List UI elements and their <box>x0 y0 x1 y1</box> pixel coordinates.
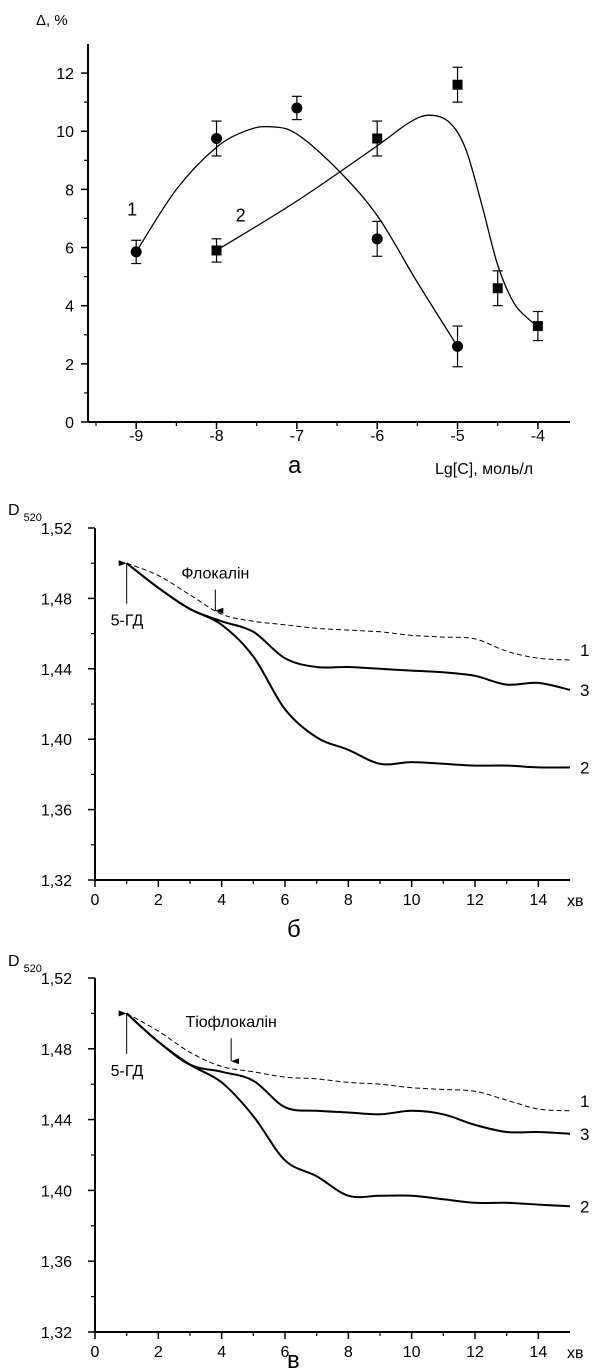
panel-c-annotation-label: Тіофлокалін <box>185 1014 276 1031</box>
panel-a-x-tick-label: -7 <box>290 428 304 445</box>
panel-b-y-axis-title: D 520 <box>8 502 42 524</box>
panel-a-y-tick-label: 6 <box>65 241 74 258</box>
series-1-point <box>452 340 464 352</box>
panel-a-x-tick-label: -5 <box>450 428 464 445</box>
panel-b-caption: б <box>287 916 301 943</box>
panel-b-y-tick-label: 1,52 <box>41 521 72 538</box>
panel-a-y-tick-label: 4 <box>65 299 74 316</box>
series-2-point <box>452 79 463 90</box>
panel-b-series-2-line <box>126 562 571 769</box>
panel-b-x-tick-label: 10 <box>403 892 421 909</box>
panel-c-axes: 1,32 1,36 1,40 1,44 1,48 1,52 0 2 4 6 8 10 12 14 <box>41 971 570 1361</box>
panel-a-x-tick-label: -6 <box>370 428 384 445</box>
panel-b-x-tick-label: 0 <box>91 892 100 909</box>
panel-b-annotations: Флокалін 5-ГД <box>111 560 249 630</box>
panel-b-axes: 1,32 1,36 1,40 1,44 1,48 1,52 0 2 4 6 8 10 12 14 <box>41 521 570 909</box>
panel-a-x-axis-title: Lg[C], моль/л <box>435 461 533 478</box>
panel-b-x-tick-label: 8 <box>344 892 353 909</box>
panel-c-y-tick-label: 1,48 <box>41 1042 72 1059</box>
series-2-point <box>492 283 503 294</box>
panel-a-x-tick-label: -4 <box>531 428 545 445</box>
panel-c-y-tick-label: 1,52 <box>41 971 72 988</box>
series-2-fit-line <box>216 114 539 327</box>
series-label-2: 2 <box>236 205 246 225</box>
panel-a-fit-curves <box>135 114 539 347</box>
panel-b-annotation-label: 5-ГД <box>111 613 144 630</box>
panel-c-y-axis-title: D 520 <box>8 953 42 975</box>
panel-a-y-tick-label: 2 <box>65 357 74 374</box>
panel-a-x-tick-label: -9 <box>129 428 143 445</box>
series-2-point <box>532 321 543 332</box>
panel-c-series-label-1: 1 <box>580 1092 589 1111</box>
panel-a-y-tick-label: 10 <box>56 124 74 141</box>
panel-b-chart: D 520 1,321,361,401,441,481,520 2 4 6 8 10 12 14… <box>8 502 589 943</box>
panel-a-caption: а <box>288 452 302 479</box>
panel-c-y-tick-label: 1,44 <box>41 1113 72 1130</box>
panel-c-x-axis-title: хв <box>567 1345 584 1362</box>
panel-c-x-tick-label: 12 <box>466 1344 484 1361</box>
panel-c-x-tick-label: 4 <box>217 1344 226 1361</box>
panel-c-x-tick-label: 0 <box>91 1344 100 1361</box>
panel-a-y-axis-title: Δ, % <box>36 12 68 29</box>
panel-c-annotation-label: 5-ГД <box>111 1063 144 1080</box>
panel-b-y-tick-label: 1,44 <box>41 662 72 679</box>
panel-b-x-tick-label: 6 <box>281 892 290 909</box>
panel-c-y-tick-label: 1,36 <box>41 1254 72 1271</box>
panel-b-y-tick-label: 1,36 <box>41 803 72 820</box>
panel-b-x-axis-title: хв <box>567 893 584 910</box>
panel-c-series-label-3: 3 <box>580 1125 589 1144</box>
panel-b-series-1-line <box>126 562 571 661</box>
series-2-point <box>372 133 383 144</box>
panel-c-annotations: Тіофлокалін 5-ГД <box>111 1010 277 1080</box>
panel-a-y-tick-label: 8 <box>65 182 74 199</box>
panel-c-x-tick-label: 10 <box>403 1344 421 1361</box>
series-1-point <box>211 133 223 144</box>
panel-c-x-tick-label: 14 <box>529 1344 547 1361</box>
panel-b-series-label-2: 2 <box>580 758 589 777</box>
panel-c-caption: в <box>287 1347 300 1371</box>
series-1-fit-line <box>135 125 459 347</box>
panel-b-x-tick-label: 14 <box>529 892 547 909</box>
series-2-point <box>211 245 222 256</box>
panel-c-x-tick-label: 2 <box>154 1344 163 1361</box>
panel-c-x-tick-label: 6 <box>281 1344 290 1361</box>
panel-c-series-1-line <box>126 1012 571 1112</box>
panel-a-y-tick-label: 0 <box>65 415 74 432</box>
panel-b-x-tick-label: 12 <box>466 892 484 909</box>
panel-c-y-tick-label: 1,32 <box>41 1325 72 1342</box>
panel-c-series-3-line <box>126 1012 571 1135</box>
panel-b-x-tick-label: 4 <box>217 892 226 909</box>
panel-c-series-label-2: 2 <box>580 1197 589 1216</box>
panel-b-series-label-3: 3 <box>580 681 589 700</box>
series-1-point <box>291 102 303 114</box>
panel-b-y-tick-label: 1,48 <box>41 591 72 608</box>
panel-a-y-tick-label: 12 <box>56 66 74 83</box>
panel-c-lines: 1 3 2 <box>126 1012 589 1216</box>
panel-c-y-tick-label: 1,40 <box>41 1183 72 1200</box>
panel-c-x-tick-label: 8 <box>344 1344 353 1361</box>
panel-b-annotation-label: Флокалін <box>181 566 249 583</box>
series-1-point <box>371 233 383 245</box>
panel-b-y-tick-label: 1,32 <box>41 873 72 890</box>
panel-a-x-tick-label: -8 <box>209 428 223 445</box>
series-label-1: 1 <box>127 200 137 220</box>
series-1-point <box>130 246 142 258</box>
panel-b-lines: 1 3 2 <box>126 562 589 777</box>
panel-b-series-label-1: 1 <box>580 641 589 660</box>
panel-b-x-tick-label: 2 <box>154 892 163 909</box>
panel-c-chart: D 520 1,321,361,401,441,481,520 2 4 6 8 10 12 14… <box>8 953 589 1371</box>
panel-b-y-tick-label: 1,40 <box>41 732 72 749</box>
panel-c-series-2-line <box>126 1012 571 1208</box>
